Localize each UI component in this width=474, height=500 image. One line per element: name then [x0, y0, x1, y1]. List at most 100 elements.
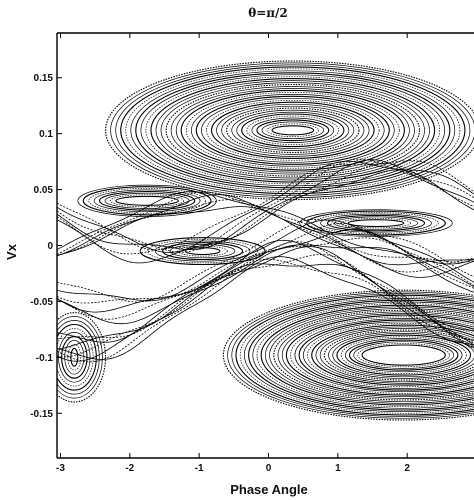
x-tick-label-3: 0: [266, 463, 272, 474]
orbit-island-0-ring-28: [130, 70, 456, 191]
orbit-island-0-ring-25: [145, 76, 441, 185]
orbit-island-1-ring-5: [340, 336, 467, 374]
orbit-island-5-ring-2: [64, 340, 85, 375]
orbit-island-2-ring-3: [98, 190, 196, 211]
orbit-island-0-ring-5: [246, 115, 340, 145]
orbit-island-0-ring-33: [105, 60, 474, 201]
orbit-island-0-ring-4: [251, 117, 335, 143]
orbit-island-1-ring-17: [290, 316, 474, 394]
orbit-island-1-ring-11: [315, 326, 474, 384]
orbit-island-0-ring-22: [160, 82, 425, 179]
orbit-island-3-ring-3: [162, 242, 244, 261]
y-tick-label-2: 0.05: [34, 185, 54, 196]
orbit-island-0-ring-7: [236, 111, 350, 149]
orbit-island-1-ring-26: [252, 301, 474, 409]
trajectory-band-3-1: [57, 199, 474, 273]
orbit-island-0-ring-14: [201, 97, 385, 163]
x-tick-label-2: -1: [195, 463, 204, 474]
orbit-island-0-ring-32: [110, 62, 474, 199]
orbit-island-0-ring-20: [170, 86, 415, 175]
orbit-island-0-ring-30: [120, 66, 466, 195]
orbit-island-1-ring-6: [336, 334, 472, 376]
orbit-island-0-ring-9: [226, 107, 360, 154]
orbit-island-2-ring-7: [77, 184, 217, 217]
trajectory-band-0-5: [57, 160, 474, 251]
orbit-island-1-ring-23: [265, 306, 474, 404]
y-tick-label-0: 0.15: [34, 73, 54, 84]
trajectory-band-0-3: [57, 158, 474, 253]
orbit-island-4-ring-2: [334, 216, 418, 230]
orbit-island-0-ring-17: [185, 92, 400, 169]
orbit-island-0-ring-8: [231, 109, 355, 151]
orbit-island-5-ring-8: [57, 316, 103, 399]
orbit-island-1-ring-28: [244, 298, 474, 413]
orbit-island-5-ring-3: [61, 335, 88, 379]
trajectory-band-0-4: [57, 160, 474, 253]
trajectory-band-0-2: [57, 159, 474, 250]
orbit-island-1-ring-4: [344, 338, 463, 373]
orbit-island-1-ring-1: [357, 343, 450, 368]
orbit-island-0-ring-18: [180, 89, 405, 171]
orbit-island-2-ring-2: [104, 192, 190, 209]
trajectory-band-2-5: [57, 241, 474, 341]
orbit-island-1-ring-33: [222, 289, 474, 421]
orbit-island-4-ring-0: [347, 219, 405, 228]
orbit-island-2-ring-1: [110, 194, 185, 208]
orbit-island-2-ring-5: [88, 187, 206, 214]
x-tick-label-5: 2: [404, 463, 410, 474]
orbit-island-0-ring-11: [216, 103, 370, 157]
chart-title: θ=π/2: [248, 6, 288, 20]
trajectory-band-2-2: [57, 263, 474, 362]
orbit-island-4-ring-7: [299, 209, 453, 237]
trajectory-band-1-3: [57, 222, 474, 304]
y-tick-label-6: -0.15: [30, 409, 53, 420]
trajectory-band-2-3: [57, 254, 474, 358]
orbit-island-1-ring-19: [281, 313, 474, 398]
orbit-island-5-ring-9: [57, 312, 107, 403]
y-tick-label-3: 0: [47, 241, 53, 252]
orbit-island-1-ring-22: [269, 308, 474, 403]
trajectory-band-1-4: [57, 219, 474, 302]
orbit-island-4-ring-5: [313, 212, 439, 234]
orbit-island-2-ring-6: [82, 186, 212, 216]
orbit-island-3-ring-6: [139, 237, 266, 266]
y-tick-label-4: -0.05: [30, 297, 53, 308]
orbit-island-5-ring-0: [70, 347, 79, 367]
orbit-island-1-ring-3: [348, 339, 459, 371]
x-tick-label-1: -2: [125, 463, 134, 474]
orbit-island-0-ring-24: [150, 78, 436, 183]
orbit-island-0-ring-16: [190, 94, 395, 167]
orbit-island-1-ring-10: [319, 328, 474, 383]
orbit-island-0-ring-13: [206, 99, 380, 161]
orbit-island-1-ring-0: [361, 344, 446, 366]
orbit-island-2-ring-0: [115, 195, 179, 206]
orbit-island-3-ring-0: [184, 247, 221, 256]
orbit-island-1-ring-2: [353, 341, 455, 369]
orbit-island-3-ring-2: [169, 244, 236, 259]
orbit-island-1-ring-9: [323, 329, 474, 381]
orbit-island-1-ring-32: [227, 291, 474, 419]
orbit-island-5-ring-1: [67, 344, 82, 371]
x-axis-label: Phase Angle: [230, 482, 308, 497]
trajectory-band-1-2: [57, 229, 474, 313]
orbit-island-4-ring-3: [326, 214, 426, 232]
y-tick-label-5: -0.1: [36, 353, 54, 364]
orbit-island-0-ring-10: [221, 105, 365, 155]
orbit-island-1-ring-16: [294, 318, 474, 393]
trajectory-band-0-1: [57, 162, 474, 255]
orbit-island-1-ring-12: [311, 324, 474, 386]
orbit-island-4-ring-4: [320, 213, 432, 233]
orbit-island-5-ring-7: [57, 320, 100, 395]
orbit-island-1-ring-27: [248, 299, 474, 411]
orbit-island-2-ring-4: [93, 189, 201, 213]
orbit-island-1-ring-24: [260, 304, 474, 406]
trajectory-band-2-4: [57, 246, 474, 350]
orbit-island-0-ring-15: [195, 95, 390, 165]
orbit-island-0-ring-27: [135, 72, 451, 189]
orbit-island-3-ring-4: [154, 240, 251, 262]
orbit-island-0-ring-23: [155, 80, 430, 181]
orbit-island-0-ring-12: [210, 101, 375, 159]
x-tick-label-0: -3: [56, 463, 65, 474]
orbit-island-0-ring-2: [261, 121, 325, 140]
orbit-island-0-ring-29: [125, 68, 461, 193]
